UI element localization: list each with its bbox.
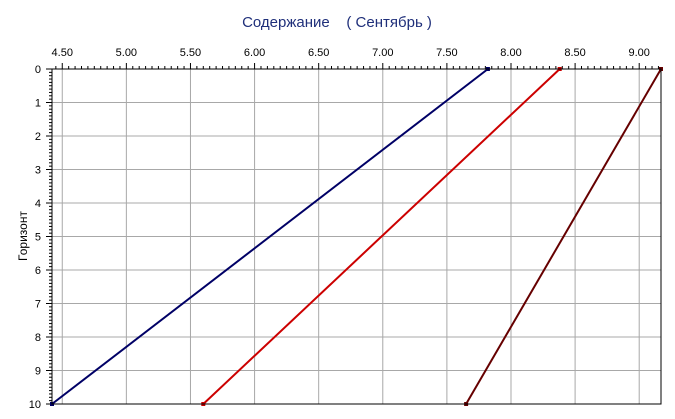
chart-title: Содержание ( Сентябрь ) bbox=[242, 14, 432, 31]
y-tick-label: 8 bbox=[35, 332, 41, 344]
x-tick-label: 7.50 bbox=[436, 47, 457, 59]
y-tick-label: 6 bbox=[35, 265, 41, 277]
y-tick-label: 4 bbox=[35, 198, 41, 210]
y-tick-label: 7 bbox=[35, 299, 41, 311]
x-tick-label: 8.50 bbox=[564, 47, 585, 59]
x-tick-label: 9.00 bbox=[628, 47, 649, 59]
series bbox=[50, 67, 663, 406]
x-tick-label: 6.00 bbox=[244, 47, 265, 59]
x-tick-label: 7.00 bbox=[372, 47, 393, 59]
y-tick-label: 2 bbox=[35, 131, 41, 143]
y-tick-label: 5 bbox=[35, 232, 41, 244]
y-tick-label: 3 bbox=[35, 165, 41, 177]
y-tick-label: 9 bbox=[35, 366, 41, 378]
grid bbox=[52, 68, 661, 405]
x-tick-label: 5.00 bbox=[116, 47, 137, 59]
x-tick-label: 8.00 bbox=[500, 47, 521, 59]
series-line-2 bbox=[202, 68, 561, 405]
series-line-1 bbox=[51, 68, 489, 405]
x-tick-label: 5.50 bbox=[180, 47, 201, 59]
x-tick-label: 6.50 bbox=[308, 47, 329, 59]
y-tick-label: 0 bbox=[35, 64, 41, 76]
y-tick-label: 10 bbox=[29, 399, 41, 411]
plot-frame bbox=[51, 68, 662, 405]
series-line-3 bbox=[465, 68, 662, 405]
y-tick-label: 1 bbox=[35, 98, 41, 110]
ticks: 4.50 5.00 5.50 6.00 6.50 7.00 7.50 8.00 8.50 9.00… bbox=[29, 47, 659, 411]
y-axis-title: Горизонт bbox=[16, 211, 30, 261]
x-tick-label: 4.50 bbox=[52, 47, 73, 59]
